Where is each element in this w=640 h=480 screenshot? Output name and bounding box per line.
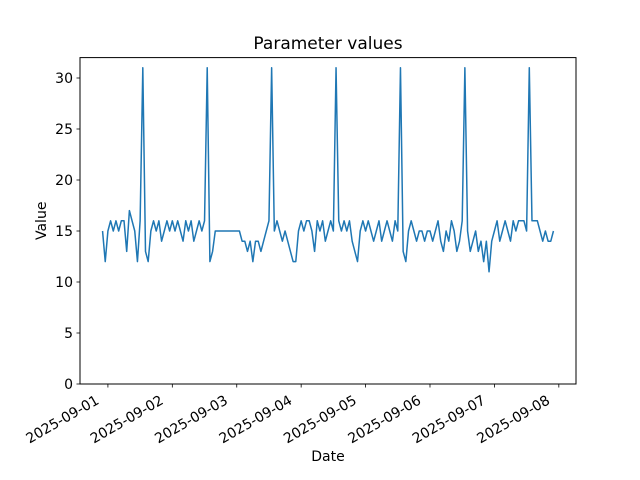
x-tick-label: 2025-09-08	[474, 393, 552, 448]
plot-area: 0 5 10 15 20 25 30 2025-09-012025-09-022025-09…	[23, 57, 577, 448]
y-axis-label: Value	[34, 202, 50, 240]
y-tick-label: 5	[64, 326, 73, 342]
data-line	[101, 67, 555, 273]
y-tick-label: 10	[55, 275, 73, 291]
y-tick-label: 0	[64, 377, 73, 393]
y-tick-label: 30	[55, 71, 73, 87]
axes-border	[79, 57, 577, 385]
x-axis: 2025-09-012025-09-022025-09-032025-09-04…	[23, 384, 560, 448]
x-axis-label: Date	[311, 449, 344, 465]
y-axis: 0 5 10 15 20 25 30	[55, 71, 80, 393]
y-tick-label: 25	[55, 122, 73, 138]
y-tick-label: 15	[55, 224, 73, 240]
y-tick-label: 20	[55, 173, 73, 189]
chart-title: Parameter values	[253, 34, 402, 54]
